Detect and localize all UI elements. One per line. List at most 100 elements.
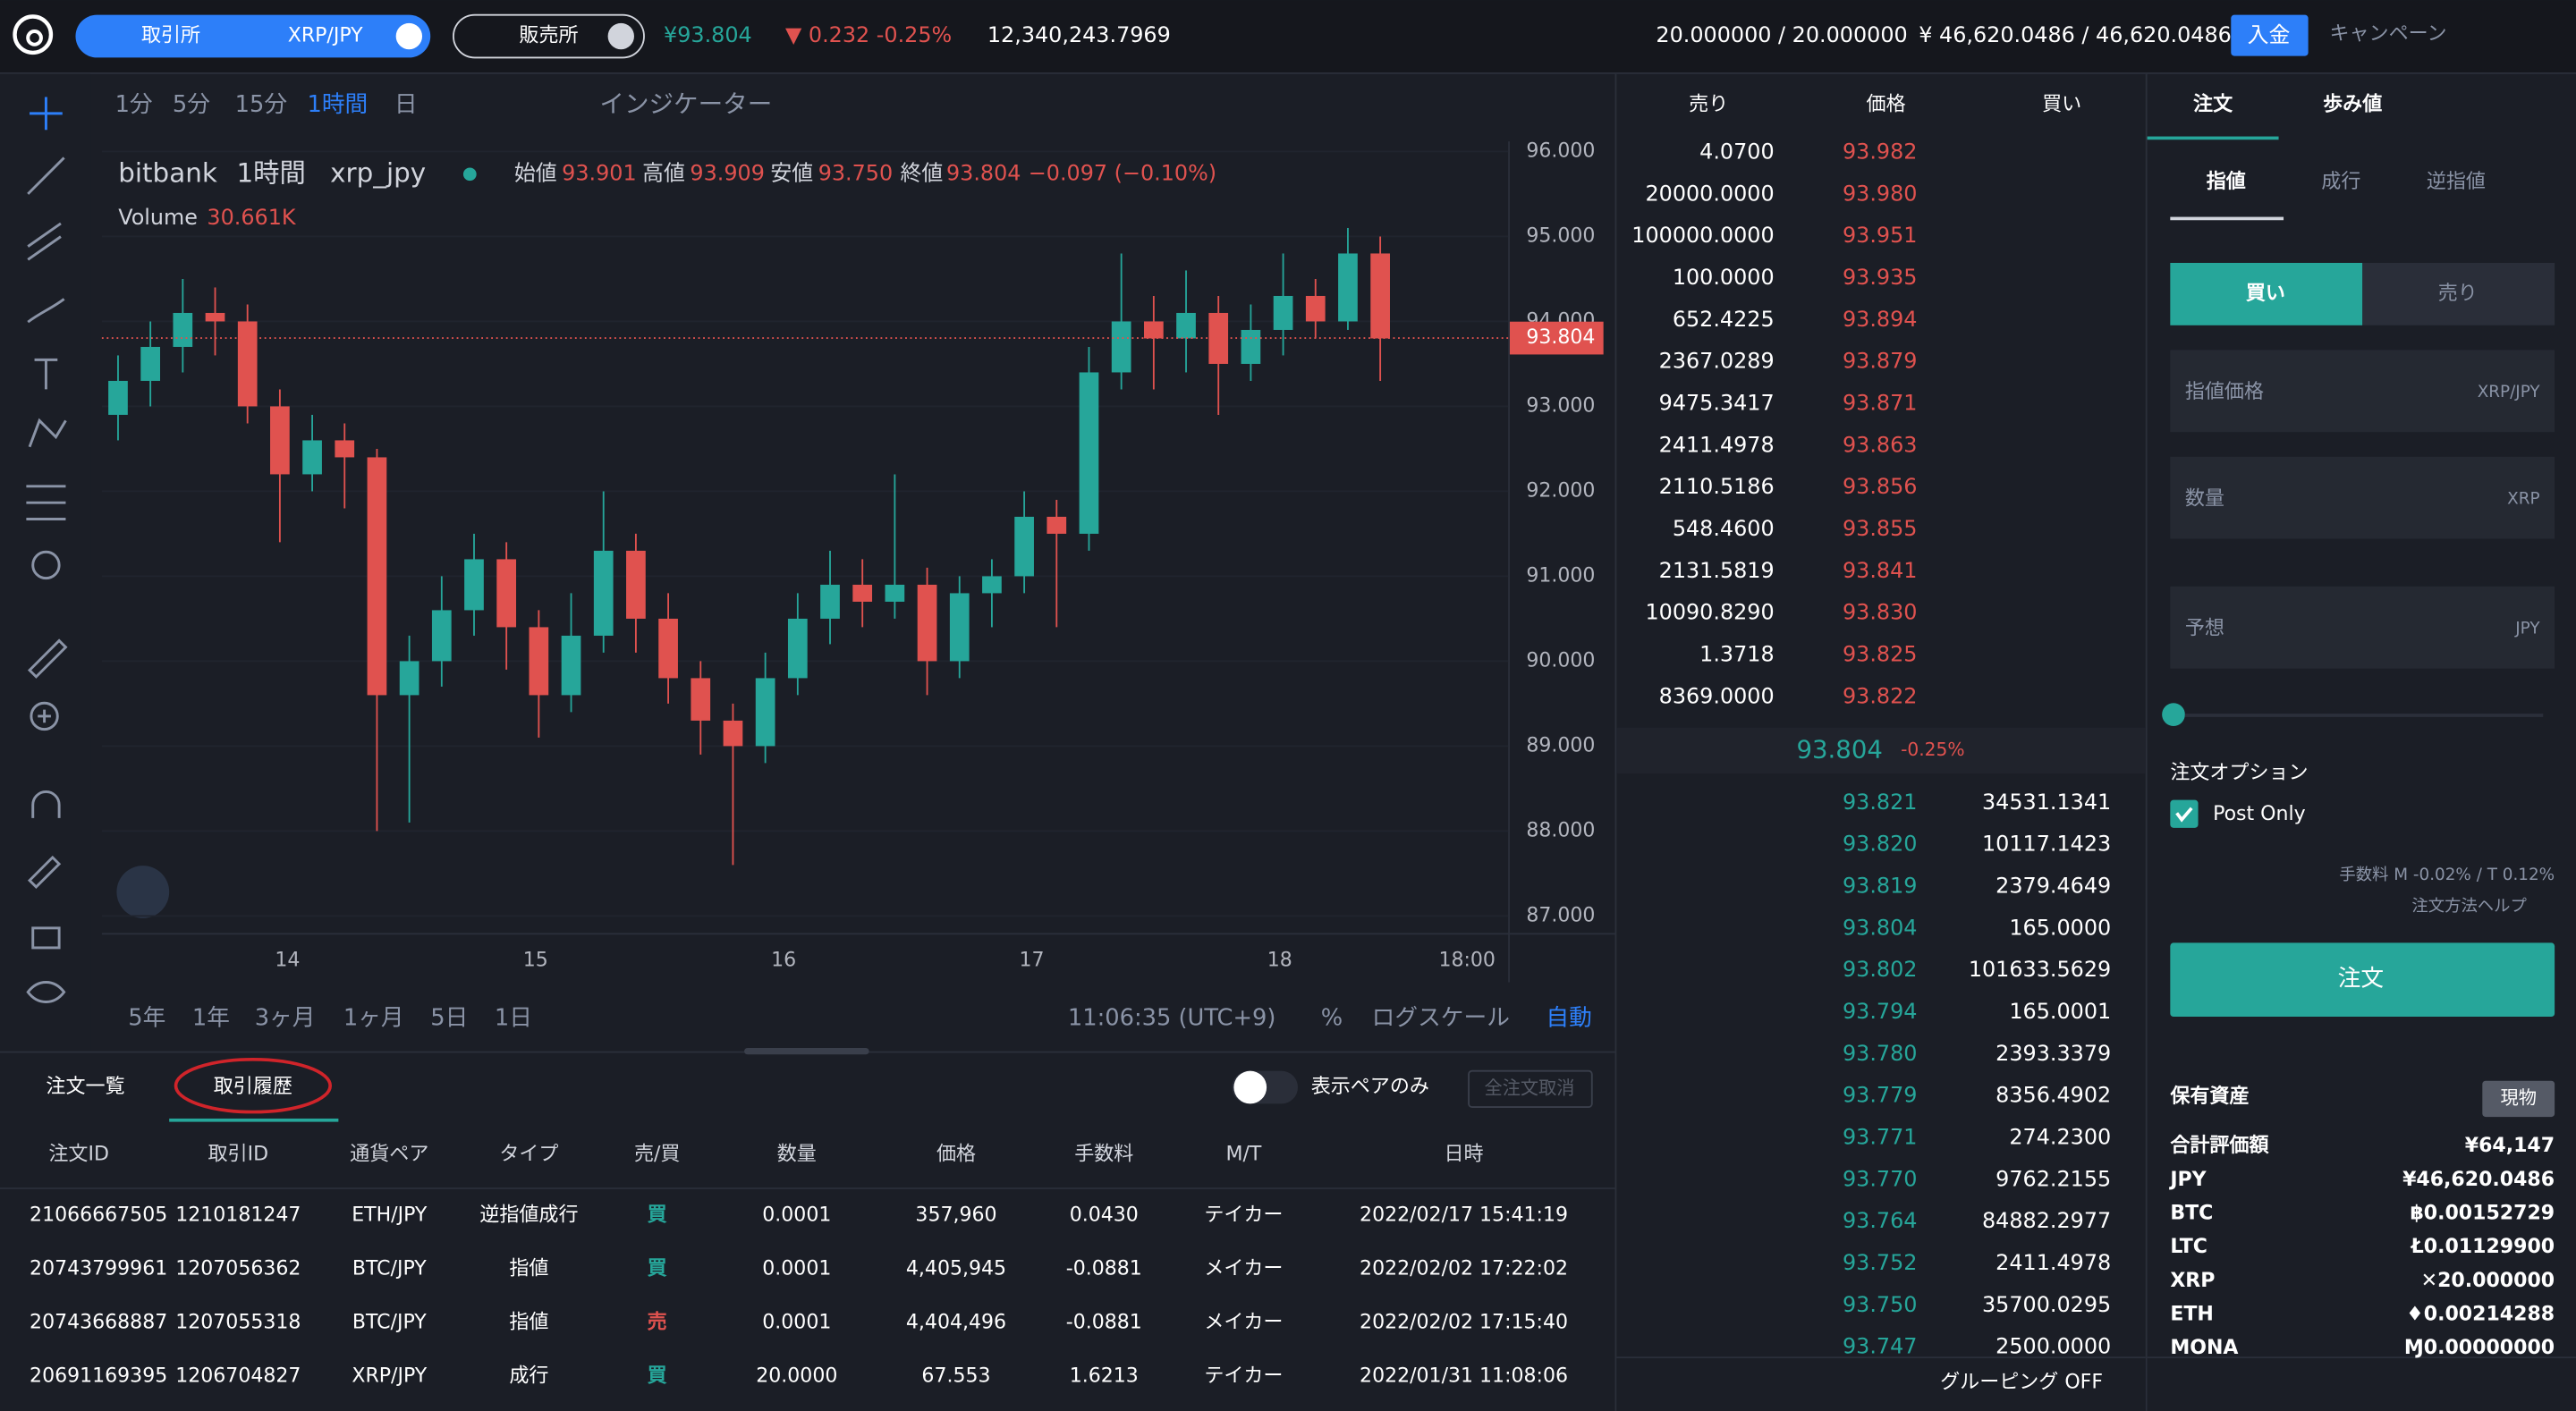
asset-value: ฿0.00152729 — [2410, 1202, 2555, 1224]
slider-thumb[interactable] — [2162, 703, 2185, 726]
ask-price[interactable]: 93.841 — [1843, 558, 1918, 583]
watermark — [116, 866, 170, 918]
interval[interactable]: 15分 — [235, 91, 288, 118]
button-label[interactable]: 買い — [2246, 283, 2285, 305]
ask-price[interactable]: 93.879 — [1843, 349, 1918, 374]
cancel-button[interactable] — [1468, 1069, 1593, 1108]
interval[interactable]: 1時間 — [307, 91, 368, 118]
column-header: 買い — [2042, 94, 2081, 116]
candle-body — [496, 559, 517, 628]
sell-button[interactable] — [2362, 263, 2555, 325]
button-label[interactable]: 全注文取消 — [1485, 1077, 1575, 1098]
interval[interactable]: 1分 — [115, 91, 153, 118]
bid-price[interactable]: 93.804 — [1843, 915, 1918, 940]
auto-toggle[interactable]: 自動 — [1546, 1004, 1591, 1031]
order-type[interactable]: 成行 — [2321, 171, 2360, 193]
x-tick-label: 18:00 — [1438, 950, 1495, 972]
bid-price[interactable]: 93.764 — [1843, 1208, 1918, 1233]
ask-price[interactable]: 93.980 — [1843, 181, 1918, 206]
help-link[interactable]: 注文方法ヘルプ — [2411, 897, 2527, 916]
tab[interactable]: 取引履歴 — [214, 1076, 292, 1098]
ask-amount: 2367.0289 — [1659, 349, 1775, 374]
checkbox-label[interactable]: Post Only — [2213, 803, 2306, 825]
cell: 20.0000 — [756, 1365, 837, 1387]
candle-body — [205, 312, 225, 322]
interval[interactable]: 5分 — [173, 91, 210, 118]
ask-price[interactable]: 93.855 — [1843, 516, 1918, 541]
toggle-knob[interactable] — [1233, 1070, 1267, 1104]
ask-price[interactable]: 93.935 — [1843, 265, 1918, 290]
ask-price[interactable]: 93.951 — [1843, 223, 1918, 248]
cell: 指値 — [509, 1311, 548, 1333]
bid-price[interactable]: 93.747 — [1843, 1334, 1918, 1359]
order-type[interactable]: 指値 — [2207, 171, 2246, 193]
store-button[interactable] — [453, 13, 645, 59]
range-button[interactable]: 1ヶ月 — [343, 1004, 404, 1031]
range-button[interactable]: 1日 — [495, 1004, 532, 1031]
exchange-button[interactable] — [75, 14, 431, 58]
cell: メイカー — [1204, 1311, 1283, 1333]
ask-price[interactable]: 93.825 — [1843, 641, 1918, 666]
percent-toggle[interactable]: % — [1321, 1004, 1343, 1031]
bid-amount: 274.2300 — [2009, 1124, 2111, 1149]
candle-body — [1046, 516, 1067, 534]
bid-price[interactable]: 93.752 — [1843, 1250, 1918, 1275]
tab[interactable]: 注文 — [2193, 93, 2233, 116]
range-button[interactable]: 3ヶ月 — [255, 1004, 316, 1031]
dropdown[interactable] — [607, 22, 634, 50]
link[interactable]: キャンペーン — [2329, 23, 2446, 46]
y-tick-label: 90.000 — [1526, 649, 1595, 672]
bid-price[interactable]: 93.770 — [1843, 1166, 1918, 1191]
asset-name: LTC — [2170, 1236, 2207, 1258]
badge[interactable] — [2482, 1080, 2555, 1118]
deposit-button[interactable] — [2231, 14, 2309, 56]
tab[interactable]: 注文一覧 — [46, 1076, 124, 1098]
logo[interactable] — [13, 14, 54, 55]
bid-price[interactable]: 93.779 — [1843, 1083, 1918, 1108]
checkbox[interactable] — [2170, 799, 2199, 828]
tab-label: 販売所 — [519, 25, 578, 47]
cell: 4,404,496 — [906, 1311, 1006, 1333]
bid-price[interactable]: 93.780 — [1843, 1041, 1918, 1066]
resize-handle[interactable] — [744, 1047, 869, 1055]
input[interactable] — [2170, 350, 2555, 433]
input[interactable] — [2170, 456, 2555, 539]
ask-price[interactable]: 93.871 — [1843, 390, 1918, 415]
indicator-button[interactable]: インジケーター — [599, 90, 772, 119]
bid-price[interactable]: 93.821 — [1843, 790, 1918, 815]
legend-value: 93.804 — [946, 160, 1021, 185]
range-button[interactable]: 1年 — [192, 1004, 230, 1031]
ask-price[interactable]: 93.822 — [1843, 683, 1918, 708]
button-label[interactable]: 売り — [2438, 283, 2478, 305]
ask-price[interactable]: 93.894 — [1843, 307, 1918, 332]
order-type[interactable]: 逆指値 — [2427, 171, 2486, 193]
button-label[interactable]: 注文 — [2338, 965, 2384, 992]
ask-price[interactable]: 93.863 — [1843, 432, 1918, 457]
bid-price[interactable]: 93.820 — [1843, 832, 1918, 857]
bid-price[interactable]: 93.771 — [1843, 1124, 1918, 1149]
bid-price[interactable]: 93.750 — [1843, 1292, 1918, 1317]
buy-button[interactable] — [2170, 263, 2363, 325]
button-label[interactable]: 入金 — [2248, 22, 2291, 47]
ask-price[interactable]: 93.856 — [1843, 474, 1918, 499]
bid-price[interactable]: 93.794 — [1843, 999, 1918, 1024]
cell: 0.0001 — [762, 1257, 831, 1280]
bid-price[interactable]: 93.802 — [1843, 957, 1918, 982]
y-tick-label: 92.000 — [1526, 479, 1595, 502]
dropdown[interactable] — [395, 22, 423, 50]
bid-amount: 2500.0000 — [1996, 1334, 2111, 1359]
tab[interactable]: 歩み値 — [2323, 94, 2382, 116]
interval[interactable]: 日 — [394, 91, 418, 118]
grouping-toggle[interactable]: グルーピング OFF — [1940, 1372, 2103, 1394]
cell: ETH/JPY — [352, 1204, 428, 1226]
log-toggle[interactable]: ログスケール — [1372, 1004, 1510, 1031]
ask-price[interactable]: 93.982 — [1843, 139, 1918, 164]
input[interactable] — [2170, 586, 2555, 669]
ask-price[interactable]: 93.830 — [1843, 600, 1918, 625]
submit-button[interactable] — [2170, 942, 2555, 1018]
badge-label: 現物 — [2501, 1086, 2537, 1108]
bid-price[interactable]: 93.819 — [1843, 873, 1918, 898]
range-button[interactable]: 5年 — [128, 1004, 165, 1031]
range-button[interactable]: 5日 — [430, 1004, 468, 1031]
